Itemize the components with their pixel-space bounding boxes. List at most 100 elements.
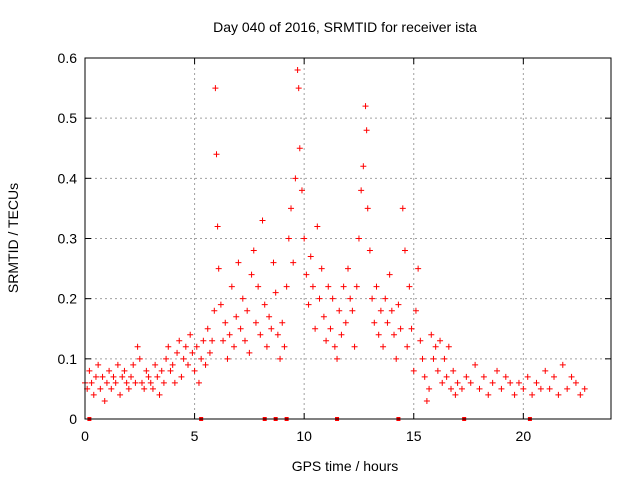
data-point [533,379,540,386]
data-point [568,373,575,380]
data-point [362,103,369,110]
data-point [174,349,181,356]
data-point [92,373,99,380]
data-point [200,337,207,344]
data-point [209,337,216,344]
chart-title: Day 040 of 2016, SRMTID for receiver ist… [213,19,477,35]
data-point [404,343,411,350]
data-point [331,343,338,350]
data-point [450,367,457,374]
data-point [384,319,391,326]
data-point [108,385,115,392]
data-point [191,367,198,374]
data-point [156,391,163,398]
data-point [349,307,356,314]
data-point [295,85,302,92]
data-point [195,379,202,386]
data-point [167,367,174,374]
data-point [388,307,395,314]
data-point [248,271,255,278]
data-point [125,385,132,392]
data-point [178,373,185,380]
data-point [537,385,544,392]
data-point [325,283,332,290]
data-point [202,361,209,368]
data-point [158,367,165,374]
data-point [233,313,240,320]
data-point [128,373,135,380]
data-point [401,247,408,254]
data-point [458,385,465,392]
data-point [443,373,450,380]
data-point [432,343,439,350]
data-point [301,235,308,242]
data-point [290,259,297,266]
data-point [399,205,406,212]
data-point [95,361,102,368]
data-point [369,295,376,302]
data-point [241,337,248,344]
x-tick-label: 15 [406,428,422,444]
data-point [581,385,588,392]
data-point [189,349,196,356]
data-point [215,265,222,272]
data-point [121,367,128,374]
data-point [145,373,152,380]
data-point [312,325,319,332]
data-point [176,337,183,344]
data-point [363,127,370,134]
y-axis-label: SRMTID / TECUs [5,183,21,293]
data-point [103,379,110,386]
data-point [524,373,531,380]
data-point [288,205,295,212]
data-point [261,301,268,308]
x-axis-label: GPS time / hours [292,458,399,474]
data-point [228,283,235,290]
data-point [347,295,354,302]
data-point [572,379,579,386]
data-point [336,307,343,314]
data-point [395,301,402,308]
data-point [296,145,303,152]
data-point [283,283,290,290]
data-point [498,385,505,392]
data-point [211,307,218,314]
data-point [237,325,244,332]
data-point [239,295,246,302]
data-point [437,337,444,344]
data-point [467,379,474,386]
data-point [380,343,387,350]
data-point [441,355,448,362]
data-point [476,385,483,392]
data-point [292,175,299,182]
data-point [222,319,229,326]
data-point [559,361,566,368]
data-point [329,295,336,302]
data-point [132,379,139,386]
data-point [305,301,312,308]
data-point [119,373,126,380]
data-point [375,331,382,338]
data-point [423,397,430,404]
data-point [252,319,259,326]
data-point [182,343,189,350]
data-point [529,391,536,398]
data-point [386,271,393,278]
data-point [193,343,200,350]
data-point [270,259,277,266]
data-point [213,151,220,158]
data-point [279,319,286,326]
data-point [171,379,178,386]
data-point [415,265,422,272]
data-point [272,289,279,296]
data-point [246,349,253,356]
data-point [511,391,518,398]
data-point [130,361,137,368]
y-tick-labels: 0 0.1 0.2 0.3 0.4 0.5 0.6 [58,50,78,427]
data-point [154,373,161,380]
data-point [266,313,273,320]
x-tick-labels: 0 5 10 15 20 [81,428,531,444]
data-point [169,361,176,368]
data-points [82,67,588,404]
